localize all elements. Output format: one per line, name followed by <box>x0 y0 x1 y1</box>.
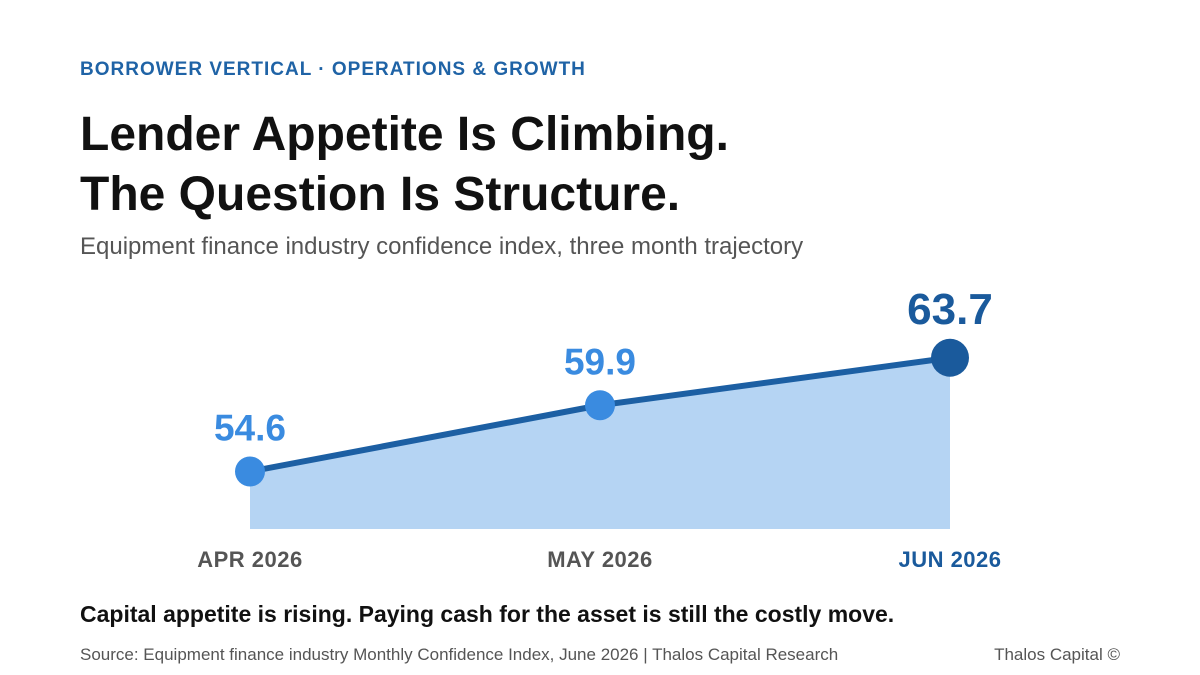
x-tick-label: APR 2026 <box>197 547 303 572</box>
x-tick-label: JUN 2026 <box>898 547 1001 572</box>
chart-title: Lender Appetite Is Climbing. <box>80 108 729 161</box>
value-label: 59.9 <box>564 341 636 382</box>
x-tick-label: MAY 2026 <box>547 547 653 572</box>
value-label: 63.7 <box>907 285 993 334</box>
marker <box>235 456 265 487</box>
takeaway: Capital appetite is rising. Paying cash … <box>80 601 894 627</box>
chart-title: The Question Is Structure. <box>80 168 680 221</box>
marker <box>931 338 969 377</box>
value-label: 54.6 <box>214 408 286 449</box>
subtitle: Equipment finance industry confidence in… <box>80 233 803 260</box>
brand: Thalos Capital © <box>994 645 1120 664</box>
marker <box>585 390 615 421</box>
source: Source: Equipment finance industry Month… <box>80 645 838 664</box>
area <box>250 357 950 529</box>
kicker: BORROWER VERTICAL · OPERATIONS & GROWTH <box>80 59 586 80</box>
plot: 54.6 APR 2026 59.9 MAY 2026 63.7 JUN 2026 <box>197 285 1001 572</box>
